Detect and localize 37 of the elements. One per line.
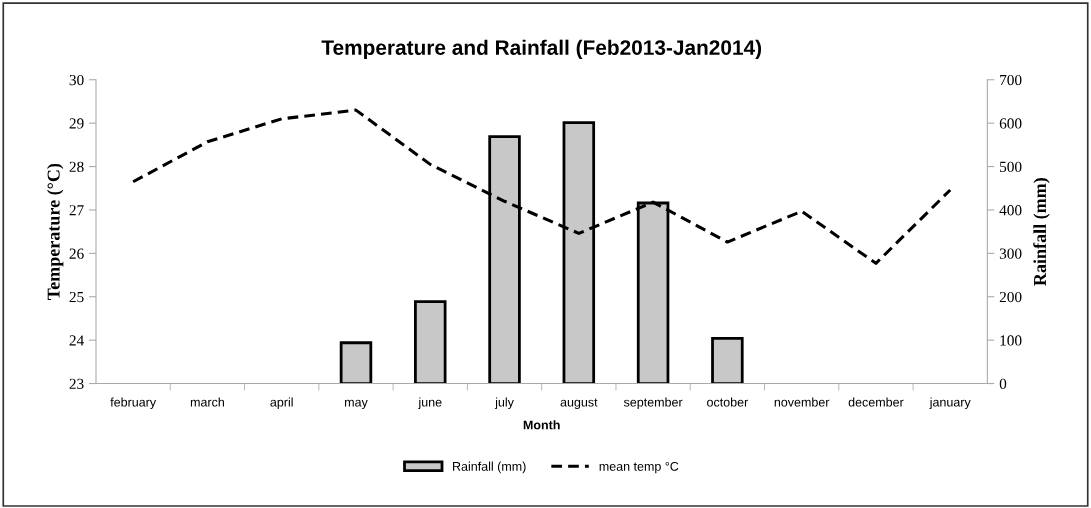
y2-tick-label: 0 <box>999 378 1007 389</box>
y2-tick-label: 500 <box>1000 161 1022 172</box>
y-tick-label: 30 <box>69 74 84 86</box>
legend-label: mean temp °C <box>599 461 679 474</box>
y-tick-label: 29 <box>69 118 84 129</box>
y-tick-label: 23 <box>69 378 84 389</box>
y-tick-label: 27 <box>69 205 84 216</box>
x-tick-label: march <box>190 397 224 407</box>
y-axis-title: Temperature (°C) <box>46 163 64 300</box>
x-tick-label: july <box>494 397 514 410</box>
y-tick-label: 26 <box>69 248 84 259</box>
y2-tick-label: 700 <box>1000 74 1022 86</box>
x-tick-label: january <box>929 397 971 410</box>
x-tick-label: september <box>623 397 683 410</box>
x-tick-label: december <box>848 397 904 407</box>
x-axis-title: Month <box>523 420 560 430</box>
x-tick-label: february <box>110 397 157 410</box>
y2-tick-label: 400 <box>999 205 1022 216</box>
chart-title: Temperature and Rainfall (Feb2013-Jan2014) <box>321 39 762 60</box>
y2-axis-title: Rainfall (mm) <box>1033 178 1050 286</box>
y-tick-label: 28 <box>69 161 84 172</box>
x-tick-label: may <box>345 399 368 410</box>
y-tick-label: 24 <box>69 335 84 346</box>
y2-tick-label: 600 <box>999 118 1022 129</box>
x-tick-label: november <box>774 397 830 407</box>
y2-tick-label: 100 <box>1000 335 1022 346</box>
x-tick-label: august <box>560 398 598 410</box>
y2-tick-label: 300 <box>999 248 1022 259</box>
y-tick-label: 25 <box>69 291 84 303</box>
x-tick-label: april <box>270 397 293 410</box>
x-tick-label: june <box>418 397 442 410</box>
y2-tick-label: 200 <box>999 291 1022 303</box>
bar <box>339 341 373 384</box>
bar <box>711 337 744 384</box>
bar <box>414 300 447 384</box>
x-tick-label: october <box>707 397 749 407</box>
legend-label: Rainfall (mm) <box>453 461 526 474</box>
